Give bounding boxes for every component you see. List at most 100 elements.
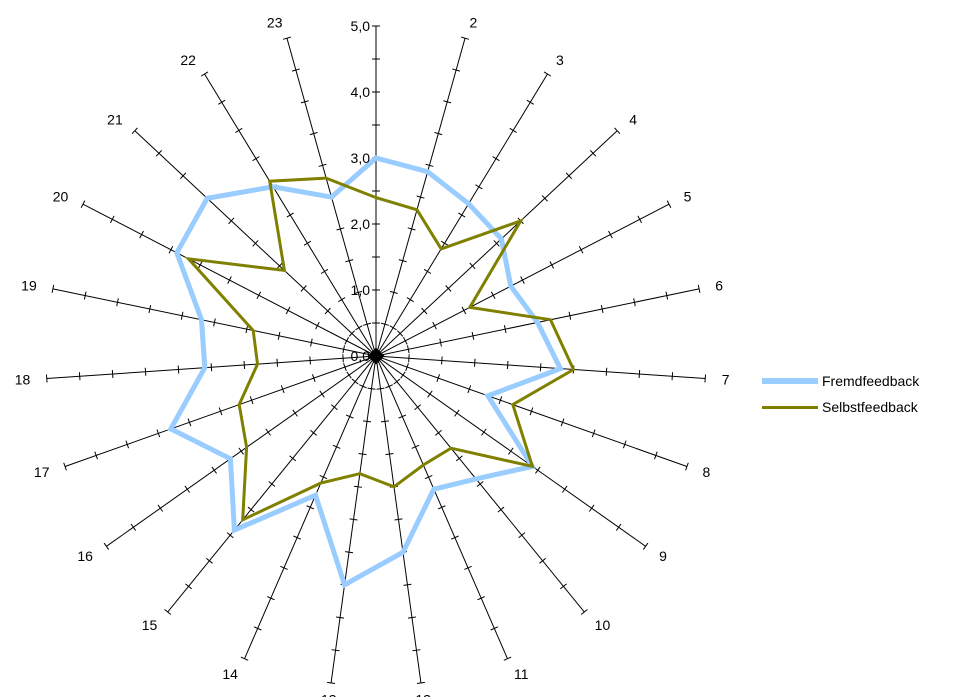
tick-mark [116,298,119,307]
tick-mark [327,681,336,684]
tick-mark [205,557,213,564]
category-label-22: 22 [180,52,196,68]
tick-mark [238,447,244,455]
tick-mark [560,583,567,590]
tick-mark [343,363,347,371]
tick-mark [319,390,325,398]
tick-mark [240,656,249,661]
tick-mark [535,466,541,474]
category-label-18: 18 [15,372,31,388]
tick-mark [358,453,367,456]
tick-mark [508,447,514,455]
tick-mark [549,261,555,269]
tick-mark [111,369,114,379]
tick-mark [256,291,262,300]
tick-mark [437,505,446,510]
tick-mark [184,485,190,493]
radial-tick-label: 1,0 [351,282,371,298]
tick-mark [633,298,636,307]
tick-mark [490,291,496,300]
category-label-12: 12 [415,691,431,697]
tick-mark [380,420,390,423]
tick-mark [358,384,367,389]
radial-tick-label: 5,0 [351,18,371,34]
tick-mark [509,127,517,133]
tick-mark [213,318,216,327]
tick-mark [394,518,403,521]
tick-mark [345,551,354,554]
tick-mark [353,485,363,488]
category-label-8: 8 [702,464,710,480]
tick-mark [591,429,596,438]
tick-mark [266,596,275,601]
tick-mark [292,409,298,417]
tick-mark [490,626,499,631]
tick-mark [319,475,328,480]
tick-mark [351,378,359,385]
tick-mark [443,100,452,104]
tick-mark [349,518,358,521]
tick-mark [276,262,283,270]
tick-mark [252,156,260,162]
tick-mark [285,306,291,315]
tick-mark [310,429,317,436]
tick-mark [445,285,452,292]
tick-mark [332,444,341,449]
tick-mark [539,363,542,372]
tick-mark [421,307,428,315]
tick-mark [45,374,48,383]
tick-mark [461,306,467,315]
tick-mark [177,365,180,374]
tick-mark [362,420,372,423]
tick-mark [309,132,318,136]
tick-mark [425,163,434,167]
tick-mark [498,396,503,405]
tick-mark [407,616,416,619]
tick-mark [427,390,433,398]
tick-mark [309,356,311,365]
category-label-10: 10 [595,617,611,633]
tick-mark [363,322,372,326]
tick-mark [541,195,548,202]
tick-mark [291,68,300,72]
radial-tick-label: 0,0 [351,348,371,364]
tick-mark [580,609,588,615]
tick-mark [578,245,584,254]
tick-mark [565,172,573,180]
tick-mark [526,99,534,105]
tick-mark [473,358,476,367]
tick-mark [185,583,192,590]
tick-mark [666,200,672,208]
tick-mark [407,227,416,231]
radar-axes [45,25,707,684]
tick-mark [156,429,161,438]
tick-mark [654,451,658,460]
tick-mark [344,337,349,345]
tick-mark [416,681,425,684]
category-label-9: 9 [659,548,667,564]
tick-mark [380,322,389,326]
tick-mark [393,378,401,385]
tick-mark [467,385,472,394]
category-label-2: 2 [469,14,477,30]
tick-mark [398,259,407,263]
tick-mark [354,290,363,295]
tick-mark [130,523,137,531]
tick-mark [477,596,486,601]
tick-mark [268,481,276,487]
tick-mark [400,371,406,379]
tick-mark [469,262,476,270]
tick-mark [94,451,98,460]
tick-mark [406,297,414,303]
tick-mark [131,127,138,135]
tick-mark [282,36,291,40]
tick-mark [310,338,313,347]
tick-mark [458,212,466,218]
tick-mark [211,466,217,474]
tick-mark [588,504,595,512]
tick-mark [110,215,115,224]
tick-mark [280,385,285,394]
tick-mark [315,321,320,330]
tick-mark [253,626,262,631]
tick-mark [342,345,345,354]
